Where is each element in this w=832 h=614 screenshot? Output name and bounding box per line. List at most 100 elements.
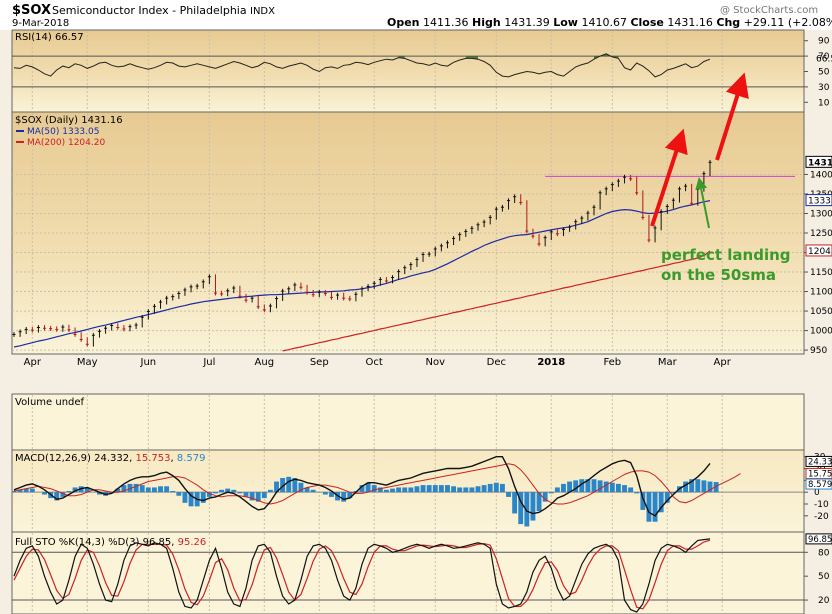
price-tick-label-1050: 1050 bbox=[810, 307, 832, 317]
macd-hist-bar bbox=[695, 479, 701, 493]
rsi-tick-label-50: 50 bbox=[818, 68, 830, 78]
price-right-badge-1 bbox=[805, 194, 832, 207]
open-value: 1411.36 bbox=[423, 16, 469, 29]
annotation-line-1: perfect landing bbox=[661, 246, 791, 264]
exchange-label: INDX bbox=[250, 6, 275, 17]
high-value: 1431.39 bbox=[504, 16, 550, 29]
macd-hist-bar bbox=[42, 492, 47, 495]
macd-right-badge-0 bbox=[805, 455, 832, 467]
macd-hist-bar bbox=[481, 485, 487, 493]
price-tick-label-1150: 1150 bbox=[810, 268, 832, 278]
macd-hist-bar bbox=[267, 489, 273, 493]
ma200-line bbox=[282, 250, 711, 352]
macd-hist-bar bbox=[536, 492, 542, 512]
macd-hist-bar bbox=[200, 492, 206, 503]
macd-hist-bar bbox=[506, 492, 511, 497]
price-right-label-0: 1431. bbox=[808, 158, 832, 168]
macd-hist-bar bbox=[261, 492, 267, 499]
volume-grid bbox=[31, 395, 723, 449]
macd-right-label-1: 15.75 bbox=[808, 470, 832, 480]
macd-hist-bar bbox=[622, 485, 627, 493]
macd-hist-bar bbox=[84, 487, 90, 493]
macd-hist-bar bbox=[164, 486, 170, 493]
price-right-label-2: 1204. bbox=[808, 247, 832, 257]
volume-panel: Volume undef bbox=[11, 393, 805, 451]
header-background bbox=[0, 0, 832, 30]
x-tick-label-Dec: Dec bbox=[487, 357, 506, 368]
macd-hist-bar bbox=[298, 482, 304, 493]
macd-hist-bar bbox=[609, 482, 615, 493]
stochastic-tick-label-50: 50 bbox=[818, 572, 830, 582]
macd-signal-line bbox=[13, 463, 741, 505]
red-arrow-rally bbox=[650, 128, 688, 227]
macd-right-badge-2 bbox=[805, 478, 832, 490]
price-right-badge-2 bbox=[805, 244, 832, 257]
x-tick-label-Apr: Apr bbox=[24, 357, 42, 368]
macd-hist-bar bbox=[11, 491, 17, 493]
x-tick-label-2018: 2018 bbox=[537, 357, 565, 368]
macd-hist-bar bbox=[237, 492, 243, 494]
macd-hist-bar bbox=[225, 488, 231, 493]
macd-hist-bar bbox=[23, 488, 29, 493]
index-name: Semiconductor Index - Philadelphia bbox=[52, 4, 247, 17]
macd-hist-bar bbox=[54, 492, 60, 501]
ma200-legend: MA(200) 1204.20 bbox=[27, 138, 105, 148]
macd-hist-bar bbox=[658, 492, 664, 513]
macd-hist-legend-value: 8.579 bbox=[177, 453, 206, 464]
close-value: 1431.16 bbox=[667, 16, 713, 29]
macd-hist-bar bbox=[72, 487, 78, 493]
macd-hist-bar bbox=[652, 492, 658, 522]
stochastic-y-axis: 80 50 20 96.85 bbox=[804, 533, 832, 606]
macd-hist-bar bbox=[512, 492, 518, 514]
rsi-tick-label-90: 90 bbox=[818, 37, 830, 47]
red-arrow-projection bbox=[715, 72, 749, 161]
macd-hist-bar bbox=[188, 492, 194, 507]
stochastic-k-legend-value: 96.85 bbox=[143, 537, 172, 548]
price-right-badge-0 bbox=[805, 155, 832, 168]
price-tick-label-1300: 1300 bbox=[810, 209, 832, 219]
macd-hist-bar bbox=[420, 485, 426, 493]
macd-hist-bar bbox=[243, 492, 249, 497]
ohlc-readout: Open 1411.36 High 1431.39 Low 1410.67 Cl… bbox=[387, 16, 832, 29]
price-tick-label-1100: 1100 bbox=[810, 288, 832, 298]
macd-hist-bar bbox=[145, 487, 151, 493]
price-y-axis: 1400135013001250120011501100105010009501… bbox=[804, 155, 832, 356]
macd-hist-bar bbox=[493, 482, 499, 493]
green-arrow-landing bbox=[695, 177, 710, 229]
stochastic-d-line bbox=[13, 539, 711, 610]
price-right-label-1: 1333. bbox=[808, 197, 832, 207]
macd-hist-bar bbox=[573, 480, 579, 493]
low-value: 1410.67 bbox=[581, 16, 627, 29]
macd-signal-legend-value: 15.753 bbox=[136, 453, 171, 464]
x-tick-label-Oct: Oct bbox=[366, 357, 383, 368]
macd-hist-bar bbox=[579, 479, 585, 493]
stochastic-panel: Full STO %K(14,3) %D(3) 96.85, 95.26 80 5… bbox=[11, 531, 832, 614]
macd-hist-bar bbox=[292, 478, 298, 493]
price-x-axis: Apr May Jun Jul Aug Sep Oct Nov Dec 2018 Feb Mar Apr bbox=[24, 357, 732, 368]
price-tick-label-950: 950 bbox=[810, 346, 827, 356]
macd-hist-bar bbox=[127, 483, 133, 493]
macd-hist-bar bbox=[426, 485, 432, 493]
macd-hist-bar bbox=[29, 488, 35, 493]
macd-hist-bar bbox=[628, 487, 634, 493]
macd-hist-bar bbox=[414, 486, 420, 493]
macd-hist-bar bbox=[60, 492, 66, 497]
macd-hist-bar bbox=[231, 489, 237, 493]
x-tick-label-Feb: Feb bbox=[603, 357, 621, 368]
macd-hist-bar bbox=[713, 482, 719, 493]
macd-hist-bar bbox=[249, 492, 255, 501]
macd-hist-bar bbox=[463, 487, 469, 493]
stochastic-grid bbox=[12, 533, 804, 613]
macd-hist-bar bbox=[213, 492, 218, 494]
macd-hist-bar bbox=[371, 485, 377, 493]
macd-hist-bar bbox=[206, 492, 212, 497]
macd-hist-bar bbox=[689, 479, 695, 493]
x-tick-label-Jul: Jul bbox=[202, 357, 215, 368]
stochastic-title: Full STO %K(14,3) %D(3) 96.85, 95.26 bbox=[15, 537, 206, 548]
stochastic-tick-label-20: 20 bbox=[818, 596, 830, 606]
macd-hist-bar bbox=[17, 489, 23, 493]
stochastic-title-label: Full STO %K(14,3) %D(3) bbox=[15, 537, 140, 548]
macd-tick-label-0: 0 bbox=[814, 488, 820, 498]
macd-hist-bar bbox=[274, 481, 279, 493]
